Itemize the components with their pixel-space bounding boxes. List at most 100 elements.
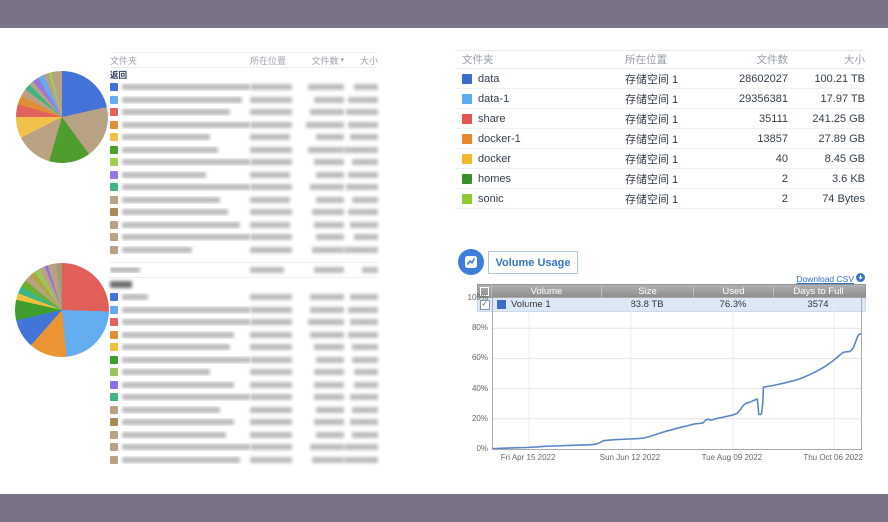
column-header-loc[interactable]: 所在位置 — [625, 54, 667, 66]
folder-color-swatch — [110, 145, 118, 154]
column-header-size[interactable]: 大小 — [359, 55, 378, 66]
folder-row-redacted[interactable] — [110, 329, 378, 342]
folder-row-redacted[interactable] — [110, 81, 378, 94]
folder-row-redacted[interactable] — [110, 169, 378, 182]
folder-row-redacted[interactable] — [110, 379, 378, 392]
folder-row[interactable]: data-1 存储空间 1 29356381 17.97 TB — [455, 89, 865, 109]
folder-row[interactable]: sonic 存储空间 1 2 74 Bytes — [455, 189, 865, 209]
folder-row-redacted[interactable] — [110, 429, 378, 442]
folder-color-swatch — [110, 418, 118, 427]
folder-row-redacted[interactable] — [110, 404, 378, 417]
volume-checkbox-cell[interactable]: ✓ — [478, 299, 491, 310]
folder-files-cell — [302, 294, 344, 301]
column-header-volume[interactable]: Volume — [491, 285, 601, 297]
select-all-checkbox[interactable] — [480, 286, 489, 296]
column-header-files[interactable]: 文件数 — [756, 54, 789, 66]
folder-color-swatch — [462, 93, 472, 104]
folder-row-redacted[interactable] — [110, 341, 378, 354]
folder-location-cell — [250, 294, 302, 301]
redacted-text — [346, 109, 378, 116]
redacted-text — [250, 267, 284, 273]
folder-color-swatch — [462, 133, 472, 144]
folder-row-redacted[interactable] — [110, 106, 378, 119]
redacted-text — [250, 234, 292, 241]
redacted-text — [348, 331, 378, 338]
redacted-text — [110, 281, 132, 288]
download-csv-link[interactable]: Download CSV — [796, 273, 865, 284]
folder-color-swatch — [110, 343, 118, 352]
folder-row-redacted[interactable] — [110, 366, 378, 379]
select-all-checkbox-cell[interactable] — [478, 285, 491, 297]
redacted-text — [314, 159, 344, 166]
folder-row-redacted[interactable] — [110, 144, 378, 157]
folder-location-cell — [250, 444, 302, 451]
folder-row[interactable]: docker-1 存储空间 1 13857 27.89 GB — [455, 129, 865, 149]
back-link[interactable]: 返回 — [110, 69, 128, 80]
redacted-text — [352, 159, 378, 166]
folder-location-cell — [250, 209, 302, 216]
folder-row[interactable]: docker 存储空间 1 40 8.45 GB — [455, 149, 865, 169]
folder-row-redacted[interactable] — [110, 131, 378, 144]
redacted-text — [250, 381, 292, 388]
column-header-size[interactable]: 大小 — [844, 54, 865, 66]
folder-row-redacted[interactable] — [110, 354, 378, 367]
redacted-text — [122, 431, 226, 438]
redacted-text — [122, 134, 210, 141]
folder-name-cell — [110, 183, 250, 192]
folder-size-pie-chart-bottom[interactable] — [15, 263, 109, 357]
folder-row-redacted[interactable] — [110, 119, 378, 132]
folder-row-redacted[interactable] — [110, 416, 378, 429]
folder-name-cell — [110, 195, 250, 204]
column-header-size[interactable] — [344, 267, 378, 273]
column-header-files[interactable] — [302, 267, 344, 273]
column-header-size[interactable]: Size — [601, 285, 693, 297]
redacted-text — [250, 456, 292, 463]
folder-size-cell — [344, 121, 378, 128]
folder-row-redacted[interactable] — [110, 291, 378, 304]
folder-size-cell — [344, 234, 378, 241]
folder-row-redacted[interactable] — [110, 316, 378, 329]
folder-size-pie-chart-top[interactable] — [16, 71, 108, 163]
folder-row-redacted[interactable] — [110, 206, 378, 219]
volume-checkbox[interactable]: ✓ — [479, 299, 490, 310]
folder-row-redacted[interactable] — [110, 156, 378, 169]
folder-files-cell — [302, 456, 344, 463]
redacted-text — [122, 369, 210, 376]
folder-size-cell — [344, 419, 378, 426]
column-header-name[interactable]: 文件夹 — [462, 54, 494, 66]
volume-name-cell: Volume 1 — [491, 299, 601, 310]
folder-size-cell — [344, 294, 378, 301]
folder-location-cell — [250, 456, 302, 463]
column-header-used[interactable]: Used — [693, 285, 773, 297]
folder-row-redacted[interactable] — [110, 441, 378, 454]
folder-row-redacted[interactable] — [110, 219, 378, 232]
back-link[interactable] — [110, 278, 378, 291]
folder-files-cell — [302, 96, 344, 103]
column-header-days-to-full[interactable]: Days to Full — [773, 285, 863, 297]
folder-row-redacted[interactable] — [110, 94, 378, 107]
folder-row-redacted[interactable] — [110, 304, 378, 317]
folder-files-cell — [302, 246, 344, 253]
folder-row[interactable]: data 存储空间 1 28602027 100.21 TB — [455, 69, 865, 89]
column-header-name[interactable] — [110, 267, 250, 273]
folder-row-redacted[interactable] — [110, 194, 378, 207]
redacted-text — [316, 171, 344, 178]
redacted-text — [122, 306, 250, 313]
folder-row-redacted[interactable] — [110, 231, 378, 244]
folder-row-redacted[interactable] — [110, 391, 378, 404]
folder-color-swatch — [110, 233, 118, 242]
download-csv-icon[interactable] — [856, 273, 865, 284]
column-header-loc[interactable] — [250, 267, 302, 273]
folder-row[interactable]: homes 存储空间 1 2 3.6 KB — [455, 169, 865, 189]
download-csv-label[interactable]: Download CSV — [796, 273, 854, 284]
folder-row-redacted[interactable] — [110, 244, 378, 257]
folder-row-redacted[interactable] — [110, 454, 378, 467]
column-header-name[interactable]: 文件夹 — [110, 55, 138, 66]
folder-color-swatch — [462, 153, 472, 164]
folder-name-cell — [110, 220, 250, 229]
column-header-loc[interactable]: 所在位置 — [250, 55, 287, 66]
folder-row-redacted[interactable] — [110, 181, 378, 194]
folder-name-cell — [110, 208, 250, 217]
column-header-files[interactable]: 文件数 ▾ — [311, 55, 344, 66]
folder-row[interactable]: share 存储空间 1 35111 241.25 GB — [455, 109, 865, 129]
